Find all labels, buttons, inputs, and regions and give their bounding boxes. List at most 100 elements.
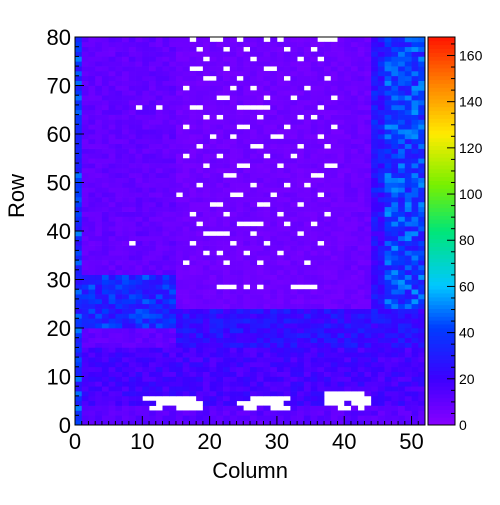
heatmap-cell (175, 56, 184, 62)
heatmap-cell (75, 347, 83, 353)
heatmap-cell (95, 323, 103, 329)
heatmap-cell (209, 381, 217, 387)
heatmap-cell (263, 138, 271, 145)
heatmap-cell (256, 100, 264, 106)
heatmap-cell (276, 415, 284, 421)
heatmap-cell (135, 61, 143, 67)
heatmap-cell (283, 153, 291, 159)
heatmap-cell (162, 221, 170, 227)
heatmap-cell (142, 129, 150, 135)
heatmap-cell (411, 66, 419, 72)
heatmap-cell (371, 201, 379, 208)
heatmap-cell (418, 158, 426, 164)
heatmap-cell (324, 221, 332, 227)
heatmap-cell (229, 182, 237, 188)
heatmap-cell (189, 274, 197, 280)
heatmap-cell (189, 177, 197, 183)
heatmap-cell (122, 56, 130, 62)
heatmap-cell (229, 109, 237, 115)
heatmap-cell (122, 129, 130, 135)
heatmap-cell (81, 298, 89, 305)
heatmap-cell (135, 410, 143, 416)
heatmap-cell (142, 400, 150, 406)
heatmap-cell (182, 298, 190, 305)
heatmap-cell (317, 279, 325, 285)
heatmap-cell (142, 269, 150, 275)
heatmap-cell (95, 294, 103, 300)
heatmap-cell (135, 313, 143, 319)
heatmap-cell (398, 357, 406, 363)
heatmap-cell (317, 294, 325, 300)
heatmap-cell (391, 260, 399, 266)
heatmap-cell (122, 182, 130, 188)
heatmap-cell (330, 269, 338, 275)
heatmap-cell (189, 381, 197, 387)
heatmap-cell (290, 197, 298, 203)
heatmap-cell (250, 361, 258, 368)
heatmap-cell (350, 109, 359, 115)
heatmap-cell (344, 148, 352, 154)
heatmap-cell (290, 337, 298, 343)
heatmap-cell (290, 260, 298, 266)
heatmap-cell (391, 361, 399, 368)
heatmap-cell (290, 134, 298, 140)
heatmap-cell (324, 376, 332, 382)
heatmap-cell (182, 235, 190, 242)
heatmap-cell (75, 240, 83, 246)
heatmap-cell (250, 260, 258, 266)
heatmap-cell (398, 371, 406, 377)
heatmap-cell (142, 201, 150, 208)
heatmap-cell (283, 264, 291, 271)
heatmap-cell (391, 37, 399, 43)
heatmap-cell (155, 391, 163, 397)
heatmap-cell (162, 420, 170, 426)
heatmap-cell (391, 226, 399, 232)
heatmap-cell (297, 187, 305, 193)
heatmap-cell (377, 104, 385, 111)
heatmap-cell (330, 167, 338, 174)
heatmap-cell (344, 66, 352, 72)
heatmap-cell (101, 109, 109, 115)
heatmap-cell (263, 90, 271, 96)
heatmap-cell (169, 352, 177, 358)
heatmap-cell (371, 235, 379, 242)
heatmap-cell (142, 90, 150, 96)
heatmap-cell (297, 61, 305, 67)
heatmap-cell (324, 104, 332, 111)
colorbar-segment (428, 71, 455, 77)
heatmap-cell (128, 386, 136, 392)
heatmap-cell (290, 206, 298, 212)
heatmap-cell (283, 269, 291, 275)
heatmap-cell (276, 303, 284, 309)
heatmap-cell (398, 41, 406, 48)
heatmap-cell (377, 100, 385, 106)
heatmap-cell (216, 400, 224, 406)
heatmap-cell (196, 61, 204, 67)
heatmap-cell (330, 318, 338, 324)
heatmap-cell (364, 51, 372, 57)
heatmap-cell (418, 342, 426, 348)
heatmap-cell (384, 119, 392, 125)
heatmap-cell (317, 323, 325, 329)
heatmap-cell (371, 332, 379, 339)
heatmap-cell (290, 405, 298, 411)
heatmap-cell (243, 274, 251, 280)
heatmap-cell (256, 274, 264, 280)
heatmap-cell (297, 260, 305, 266)
heatmap-cell (202, 192, 210, 198)
heatmap-cell (169, 405, 177, 411)
heatmap-cell (357, 318, 365, 324)
heatmap-cell (75, 405, 83, 411)
heatmap-cell (142, 245, 150, 251)
heatmap-cell (283, 313, 291, 319)
heatmap-cell (209, 371, 217, 377)
heatmap-cell (411, 221, 419, 227)
heatmap-cell (418, 46, 426, 52)
heatmap-cell (317, 129, 325, 135)
heatmap-cell (317, 386, 325, 392)
heatmap-cell (142, 172, 150, 178)
heatmap-cell (350, 201, 359, 208)
heatmap-cell (108, 308, 116, 314)
heatmap-cell (330, 303, 338, 309)
heatmap-cell (209, 328, 217, 334)
